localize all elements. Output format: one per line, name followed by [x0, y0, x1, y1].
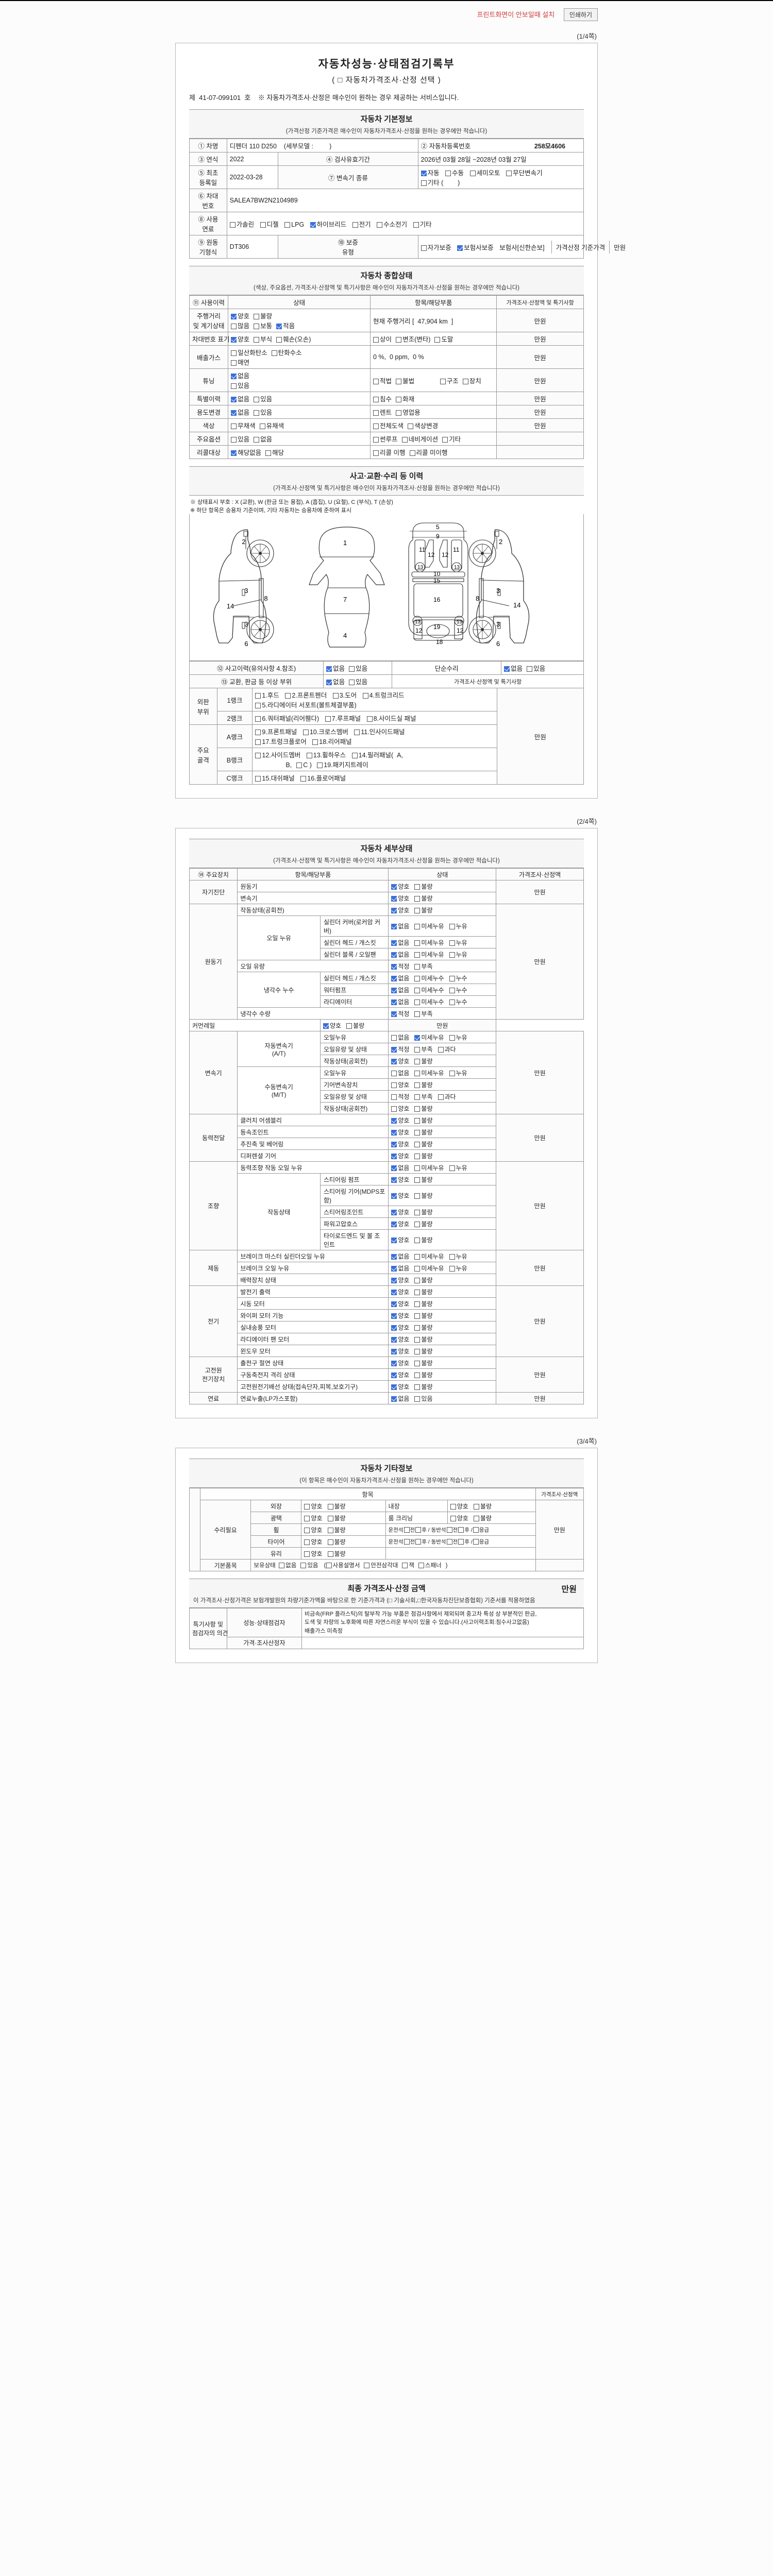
- svg-text:2: 2: [499, 538, 502, 546]
- svg-text:9: 9: [436, 533, 440, 540]
- svg-text:19: 19: [433, 623, 441, 631]
- svg-text:15: 15: [433, 577, 441, 584]
- svg-text:16: 16: [433, 596, 441, 603]
- svg-text:12: 12: [428, 551, 435, 558]
- svg-text:5: 5: [436, 523, 440, 531]
- svg-text:3: 3: [496, 587, 500, 595]
- svg-text:6: 6: [244, 640, 248, 648]
- svg-text:2: 2: [242, 538, 245, 546]
- svg-text:7: 7: [343, 596, 347, 603]
- svg-text:12: 12: [442, 551, 449, 558]
- svg-text:1: 1: [343, 539, 347, 547]
- svg-text:4: 4: [343, 632, 347, 639]
- svg-text:18: 18: [436, 638, 443, 646]
- svg-text:11: 11: [453, 546, 460, 553]
- svg-text:10: 10: [433, 570, 441, 578]
- svg-text:13: 13: [454, 565, 460, 570]
- svg-text:8: 8: [476, 595, 479, 602]
- svg-text:14: 14: [227, 602, 234, 610]
- svg-text:6: 6: [496, 640, 500, 648]
- svg-text:11: 11: [419, 546, 426, 553]
- svg-text:3: 3: [244, 587, 248, 595]
- svg-text:8: 8: [264, 595, 267, 602]
- svg-text:3: 3: [496, 620, 500, 628]
- svg-text:12: 12: [415, 627, 423, 634]
- svg-text:13: 13: [417, 565, 424, 570]
- svg-text:3: 3: [244, 620, 248, 628]
- svg-text:14: 14: [513, 601, 520, 609]
- svg-text:13: 13: [415, 619, 421, 625]
- svg-text:13: 13: [457, 619, 463, 625]
- svg-text:12: 12: [457, 627, 464, 634]
